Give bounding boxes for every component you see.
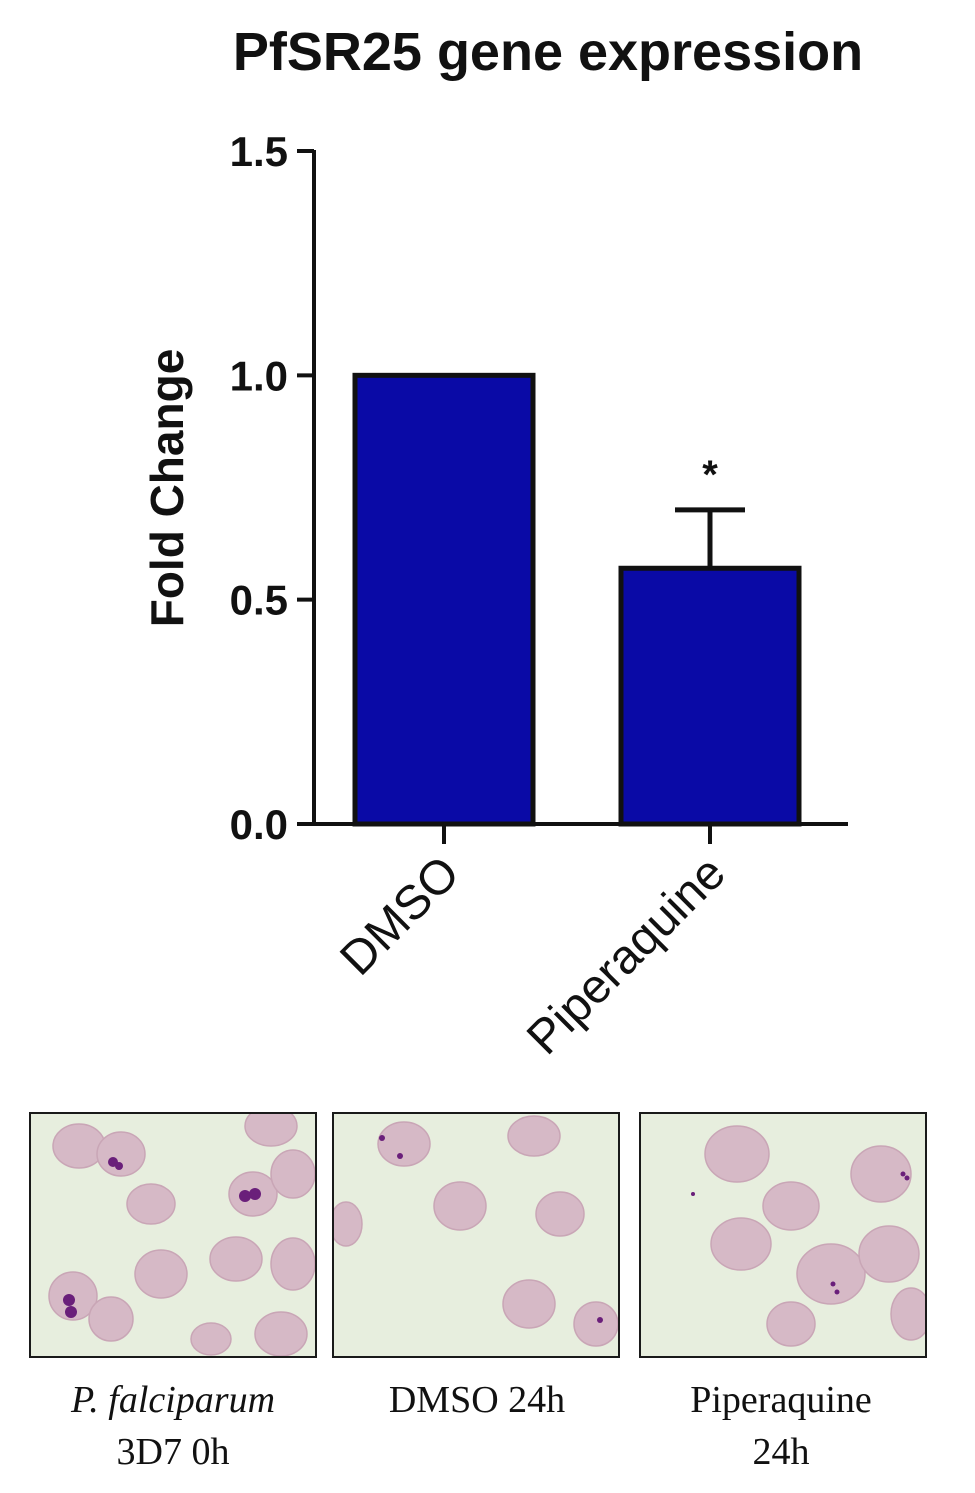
chart-title: PfSR25 gene expression [233,22,863,82]
bar-dmso [352,372,536,827]
caption-dmso-line1: DMSO 24h [388,1379,566,1421]
micrograph-3d7-0h [29,1112,317,1358]
bars-group: * [352,372,802,827]
y-tick-label: 1.5 [230,128,288,175]
y-tick-label: 0.5 [230,577,288,624]
x-axis-ticks: DMSO Piperaquine [330,824,736,1065]
caption-piperaquine-24h: Piperaquine 24h [631,1374,931,1478]
y-axis-label: Fold Change [141,349,193,628]
caption-piperaquine-line1: Piperaquine [690,1379,872,1421]
micrograph-piperaquine-24h [639,1112,927,1358]
bar-piperaquine [618,565,802,827]
y-tick-label: 1.0 [230,352,288,399]
caption-dmso-24h: DMSO 24h [327,1374,627,1426]
x-tick-label-dmso: DMSO [330,846,469,985]
y-axis-ticks: 0.0 0.5 1.0 1.5 [230,128,314,848]
caption-3d7-0h: P. falciparum 3D7 0h [23,1374,323,1478]
bar-chart: PfSR25 gene expression Fold Change 0.00.… [141,22,863,1065]
micrograph-dmso-24h [332,1112,620,1358]
x-tick-label-piperaquine: Piperaquine [517,846,736,1065]
caption-3d7-line1: P. falciparum [70,1379,276,1421]
y-tick-label: 0.0 [230,801,288,848]
caption-piperaquine-line2: 24h [752,1431,810,1473]
significance-marker: * [702,453,718,497]
caption-3d7-line2: 3D7 0h [116,1431,230,1473]
